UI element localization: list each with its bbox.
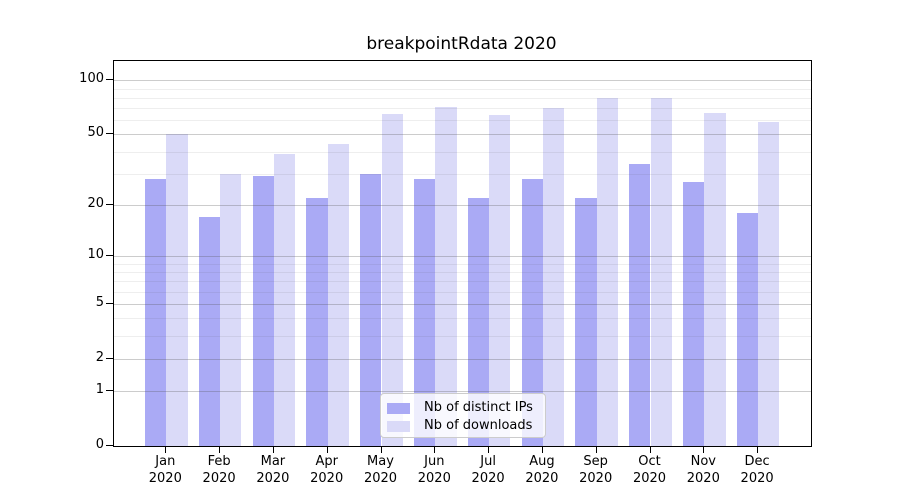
x-tick-month: Feb bbox=[207, 454, 231, 469]
x-tick-year: 2020 bbox=[686, 471, 720, 486]
x-tick-year: 2020 bbox=[471, 471, 505, 486]
x-tick-mark bbox=[488, 447, 490, 453]
y-tick-label: 100 bbox=[79, 71, 104, 87]
x-tick-year: 2020 bbox=[310, 471, 344, 486]
x-tick-month: Apr bbox=[315, 454, 338, 469]
x-tick-mark bbox=[649, 447, 651, 453]
chart-title: breakpointRdata 2020 bbox=[366, 34, 557, 54]
x-tick-month: Jan bbox=[155, 454, 176, 469]
bar-downloads-dec bbox=[758, 121, 780, 446]
x-tick-year: 2020 bbox=[579, 471, 613, 486]
bar-downloads-jul bbox=[489, 115, 511, 446]
x-tick-month: Jul bbox=[480, 454, 496, 469]
plot-area: Nb of distinct IPs Nb of downloads bbox=[113, 60, 812, 447]
x-tick-mark bbox=[165, 447, 167, 453]
x-tick-year: 2020 bbox=[525, 471, 559, 486]
x-tick-mark bbox=[541, 447, 543, 453]
y-tick-mark bbox=[106, 390, 113, 392]
x-tick-year: 2020 bbox=[363, 471, 398, 486]
x-tick-label-may: May 2020 bbox=[353, 453, 409, 487]
x-tick-label-oct: Oct 2020 bbox=[622, 453, 678, 487]
y-tick-label: 1 bbox=[95, 382, 104, 398]
bar-distinct-ips-sep bbox=[575, 197, 597, 446]
x-tick-mark bbox=[434, 447, 436, 453]
y-tick-label: 0 bbox=[95, 437, 104, 452]
bar-distinct-ips-oct bbox=[629, 164, 651, 446]
x-tick-year: 2020 bbox=[202, 471, 236, 486]
x-tick-year: 2020 bbox=[632, 471, 667, 486]
legend-swatch bbox=[387, 402, 410, 414]
x-tick-label-mar: Mar 2020 bbox=[245, 453, 301, 487]
x-tick-label-jul: Jul 2020 bbox=[460, 453, 516, 487]
y-tick-label: 20 bbox=[87, 195, 104, 211]
bar-downloads-sep bbox=[596, 97, 619, 446]
x-tick-month: Oct bbox=[638, 454, 661, 469]
y-tick-mark bbox=[106, 357, 113, 359]
legend-label: Nb of distinct IPs bbox=[424, 400, 533, 415]
bar-downloads-aug bbox=[542, 108, 565, 446]
x-tick-label-jan: Jan 2020 bbox=[137, 453, 193, 487]
x-tick-label-sep: Sep 2020 bbox=[568, 453, 624, 487]
x-tick-mark bbox=[272, 447, 274, 453]
y-tick-label: 2 bbox=[95, 349, 104, 365]
bar-downloads-nov bbox=[704, 112, 726, 446]
bar-distinct-ips-jul bbox=[467, 197, 490, 446]
bar-distinct-ips-dec bbox=[736, 212, 759, 446]
legend-item: Nb of downloads bbox=[387, 417, 537, 435]
bar-distinct-ips-mar bbox=[252, 176, 274, 446]
x-tick-month: May bbox=[367, 454, 394, 469]
x-tick-mark bbox=[595, 447, 597, 453]
legend-item: Nb of distinct IPs bbox=[387, 399, 537, 417]
y-tick-mark bbox=[106, 254, 113, 256]
bar-distinct-ips-jan bbox=[144, 179, 167, 446]
x-tick-mark bbox=[219, 447, 221, 453]
x-tick-year: 2020 bbox=[417, 471, 451, 486]
x-tick-year: 2020 bbox=[740, 471, 774, 486]
x-tick-label-nov: Nov 2020 bbox=[675, 453, 731, 487]
x-tick-mark bbox=[380, 447, 382, 453]
x-tick-label-dec: Dec 2020 bbox=[729, 453, 785, 487]
x-tick-month: Sep bbox=[583, 454, 608, 469]
x-tick-month: Dec bbox=[744, 454, 770, 469]
bar-downloads-jan bbox=[166, 134, 188, 446]
legend-swatch bbox=[387, 420, 410, 432]
bar-downloads-may bbox=[381, 113, 403, 446]
x-tick-mark bbox=[757, 447, 759, 453]
x-tick-month: Jun bbox=[424, 454, 445, 469]
y-tick-label: 50 bbox=[87, 125, 104, 141]
bar-downloads-apr bbox=[327, 144, 350, 446]
x-tick-month: Nov bbox=[690, 454, 716, 469]
y-tick-mark bbox=[106, 133, 113, 135]
x-tick-label-apr: Apr 2020 bbox=[299, 453, 355, 487]
bar-distinct-ips-jun bbox=[413, 179, 436, 446]
y-tick-mark bbox=[106, 203, 113, 205]
y-tick-mark bbox=[106, 79, 113, 81]
y-tick-mark bbox=[106, 445, 113, 446]
bar-distinct-ips-apr bbox=[306, 197, 328, 446]
x-tick-month: Mar bbox=[260, 454, 286, 469]
x-tick-label-feb: Feb 2020 bbox=[191, 453, 247, 487]
legend: Nb of distinct IPs Nb of downloads bbox=[380, 393, 546, 438]
legend-label: Nb of downloads bbox=[424, 418, 533, 433]
x-tick-month: Aug bbox=[529, 454, 555, 469]
bar-distinct-ips-may bbox=[360, 173, 382, 446]
y-tick-label: 10 bbox=[87, 246, 104, 262]
x-tick-mark bbox=[326, 447, 328, 453]
bars-layer bbox=[114, 61, 811, 446]
bar-distinct-ips-feb bbox=[198, 216, 221, 446]
x-tick-label-jun: Jun 2020 bbox=[406, 453, 462, 487]
bar-distinct-ips-nov bbox=[682, 181, 705, 446]
bar-downloads-jun bbox=[435, 107, 457, 446]
y-tick-label: 5 bbox=[95, 295, 104, 310]
bar-downloads-mar bbox=[273, 153, 296, 446]
x-tick-mark bbox=[703, 447, 705, 453]
bar-downloads-oct bbox=[650, 97, 672, 446]
x-tick-year: 2020 bbox=[256, 471, 290, 486]
x-tick-year: 2020 bbox=[148, 471, 182, 486]
bar-distinct-ips-aug bbox=[521, 179, 543, 446]
x-tick-label-aug: Aug 2020 bbox=[514, 453, 570, 487]
bar-downloads-feb bbox=[220, 173, 242, 446]
y-tick-mark bbox=[106, 303, 113, 304]
